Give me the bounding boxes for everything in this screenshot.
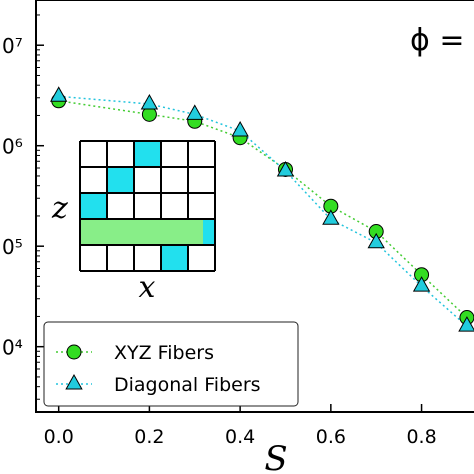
inset-cell — [188, 245, 215, 271]
inset-cell — [161, 245, 188, 271]
legend-marker-triangle — [65, 373, 83, 390]
x-tick-label: 0.2 — [134, 426, 164, 448]
inset-cell — [107, 245, 134, 271]
inset-cell — [134, 141, 161, 167]
legend-marker-circle — [66, 344, 82, 360]
inset-cell — [188, 141, 215, 167]
y-tick-label: 0⁴ — [2, 336, 23, 360]
x-tick-label: 0.6 — [316, 426, 346, 448]
inset-cell — [80, 193, 107, 219]
data-point-triangle — [186, 104, 204, 120]
inset-cell — [161, 167, 188, 193]
x-tick-label: 0.0 — [44, 426, 74, 448]
data-point-triangle — [140, 93, 159, 110]
plot-frame — [35, 0, 474, 413]
inset-cell — [161, 193, 188, 219]
x-tick-label: 0.8 — [406, 426, 436, 448]
inset-cell — [134, 245, 161, 271]
legend: XYZ Fibers Diagonal Fibers — [43, 321, 299, 407]
data-point-triangle — [276, 160, 295, 177]
data-point-triangle — [458, 316, 474, 332]
y-tick-label: 0⁷ — [2, 34, 23, 58]
inset-cell-tip — [203, 219, 215, 245]
x-tick-label: 0.4 — [225, 426, 255, 448]
inset-cell — [188, 193, 215, 219]
inset-cell — [107, 219, 134, 245]
legend-label: XYZ Fibers — [114, 342, 214, 364]
inset-cell — [80, 219, 107, 245]
y-tick-label: 0⁵ — [2, 235, 23, 259]
data-point-triangle — [49, 86, 68, 102]
x-axis-label: S — [264, 439, 287, 474]
legend-box — [43, 321, 299, 407]
inset-cell — [107, 193, 134, 219]
inset-cell — [134, 219, 161, 245]
y-tick-label: 0⁶ — [2, 135, 23, 159]
data-point-triangle — [367, 232, 385, 249]
phi-annotation: ϕ = 0 — [410, 23, 474, 58]
inset-cell — [80, 167, 107, 193]
inset-cell — [134, 167, 161, 193]
inset-z-label: z — [51, 191, 68, 226]
inset-cell — [161, 219, 188, 245]
inset-cell — [134, 193, 161, 219]
inset-cell — [80, 245, 107, 271]
inset-cell — [188, 167, 215, 193]
data-point-triangle — [322, 209, 340, 225]
inset-x-label: x — [139, 270, 156, 305]
data-point-triangle — [231, 121, 249, 137]
inset-cell — [107, 141, 134, 167]
data-point-triangle — [412, 276, 431, 292]
inset-cell — [80, 141, 107, 167]
series-layer — [49, 86, 474, 332]
inset-cell — [107, 167, 134, 193]
legend-label: Diagonal Fibers — [114, 374, 261, 396]
y-axis: 0⁴ 0⁵ 0⁶ 0⁷ — [2, 14, 44, 400]
data-point-circle — [141, 106, 157, 122]
inset-grid: zx — [51, 140, 216, 305]
inset-cell — [161, 141, 188, 167]
x-axis: 0.0 0.2 0.4 0.6 0.8 — [44, 404, 437, 448]
